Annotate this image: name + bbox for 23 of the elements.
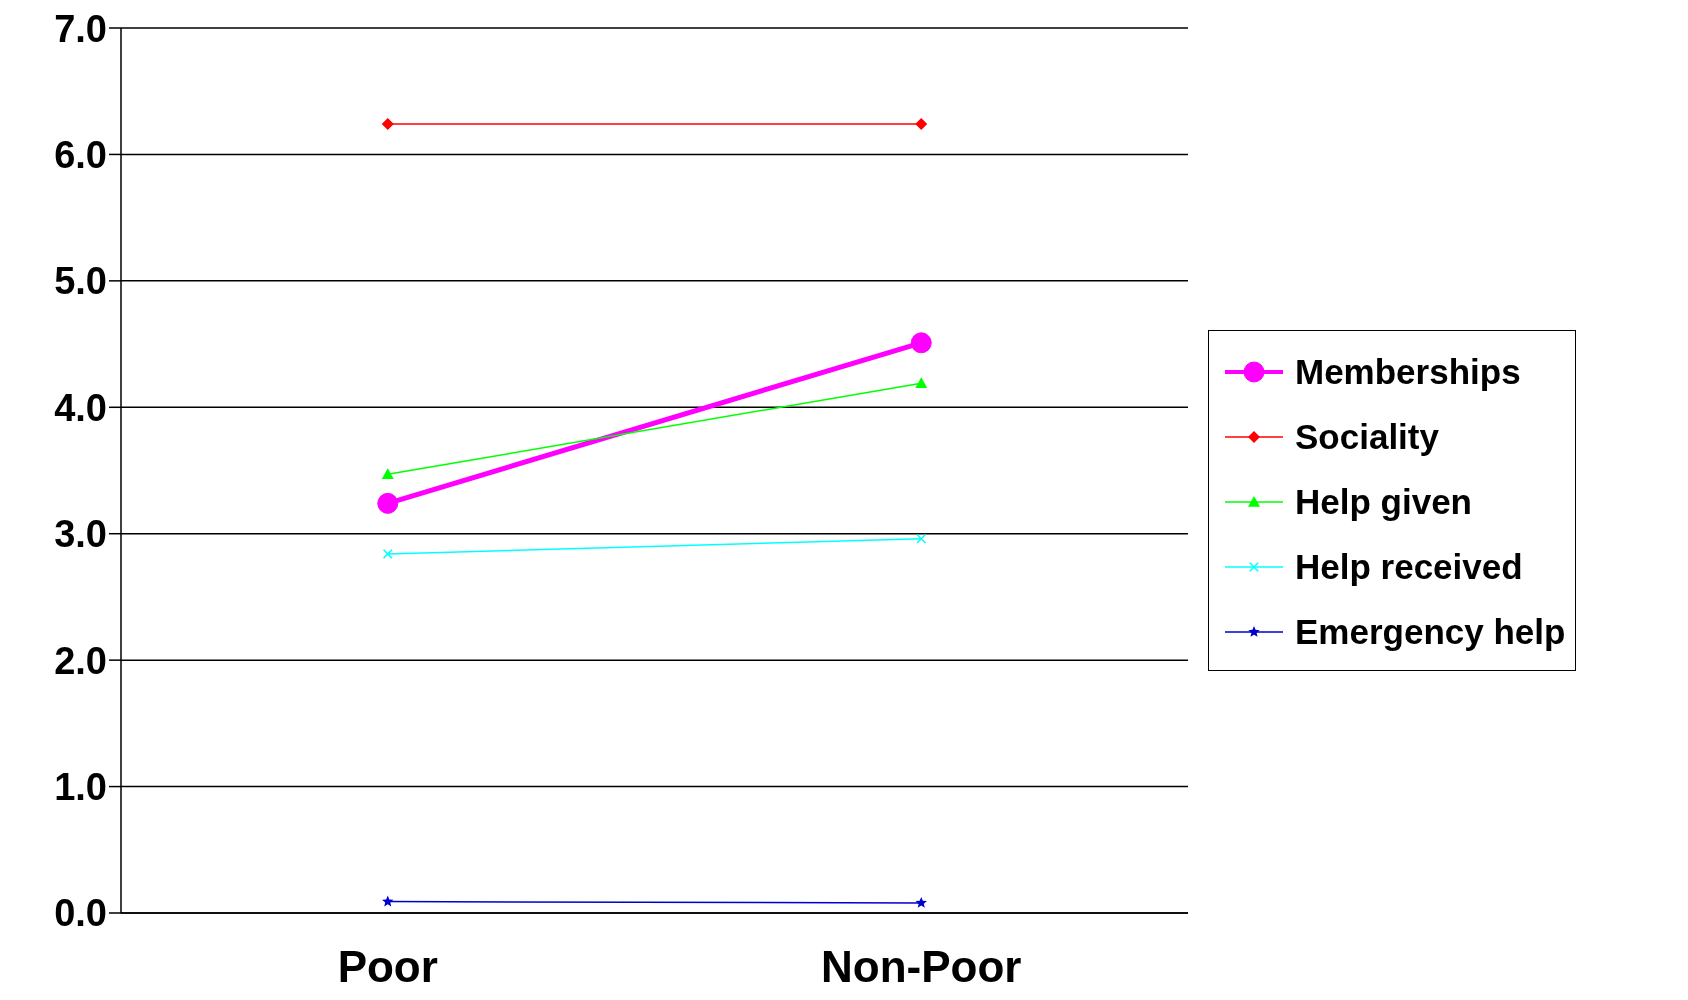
point (382, 895, 394, 907)
y-tick-label: 4.0 (54, 386, 107, 429)
legend-label: Help received (1295, 546, 1523, 587)
y-tick-label: 7.0 (54, 7, 107, 50)
point (377, 492, 399, 514)
legend-label: Sociality (1295, 416, 1439, 457)
x-tick-label: Non-Poor (821, 942, 1022, 992)
y-tick-label: 6.0 (54, 133, 107, 176)
legend-label: Memberships (1295, 351, 1521, 392)
point (910, 332, 932, 354)
point (381, 118, 394, 131)
point (382, 548, 393, 559)
y-tick-label: 0.0 (54, 892, 107, 935)
x-tick-label: Poor (337, 942, 438, 992)
legend-label: Help given (1295, 481, 1472, 522)
y-tick-label: 5.0 (54, 260, 107, 303)
y-tick-label: 2.0 (54, 639, 107, 682)
point (915, 896, 927, 908)
y-tick-label: 3.0 (54, 513, 107, 556)
point (916, 533, 927, 544)
legend-label: Emergency help (1295, 611, 1566, 652)
point (915, 118, 928, 131)
y-tick-label: 1.0 (54, 766, 107, 809)
